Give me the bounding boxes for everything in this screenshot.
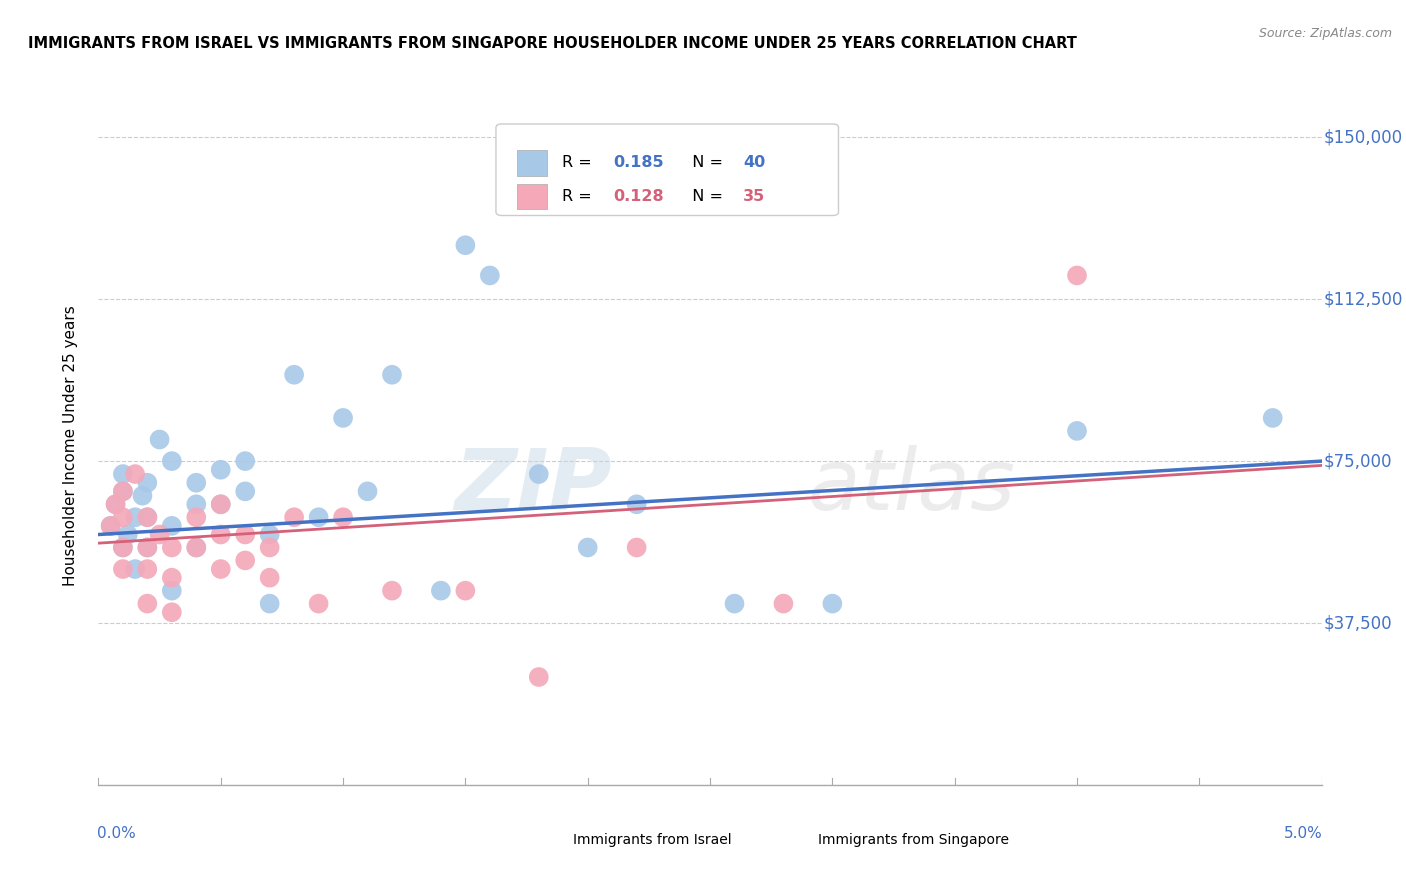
- Point: [111, 541, 134, 555]
- Point: [332, 411, 354, 425]
- Text: $150,000: $150,000: [1324, 128, 1403, 146]
- Point: [821, 597, 844, 611]
- Point: [149, 527, 172, 541]
- Point: [149, 433, 172, 447]
- Text: 5.0%: 5.0%: [1284, 826, 1323, 840]
- Point: [209, 497, 232, 511]
- Point: [186, 510, 208, 524]
- Point: [104, 497, 127, 511]
- Text: atlas: atlas: [808, 445, 1017, 528]
- Text: N =: N =: [682, 155, 728, 170]
- Point: [259, 571, 281, 585]
- Text: 40: 40: [742, 155, 765, 170]
- Point: [160, 583, 183, 598]
- Text: N =: N =: [682, 189, 728, 204]
- Point: [576, 541, 599, 555]
- Point: [1066, 424, 1088, 438]
- Point: [723, 597, 745, 611]
- Point: [124, 510, 146, 524]
- Point: [626, 497, 648, 511]
- Point: [136, 541, 159, 555]
- Point: [233, 454, 256, 468]
- Point: [381, 583, 404, 598]
- Point: [111, 467, 134, 481]
- FancyBboxPatch shape: [783, 834, 810, 855]
- Point: [186, 541, 208, 555]
- Point: [111, 510, 134, 524]
- Text: R =: R =: [562, 189, 598, 204]
- Text: 0.128: 0.128: [613, 189, 664, 204]
- Point: [124, 467, 146, 481]
- Point: [259, 527, 281, 541]
- Point: [186, 475, 208, 490]
- Point: [136, 562, 159, 576]
- Text: $112,500: $112,500: [1324, 290, 1403, 309]
- Point: [160, 605, 183, 619]
- Point: [136, 597, 159, 611]
- Point: [131, 489, 153, 503]
- FancyBboxPatch shape: [517, 184, 547, 210]
- Point: [209, 527, 232, 541]
- Point: [209, 562, 232, 576]
- Point: [381, 368, 404, 382]
- Point: [111, 541, 134, 555]
- Point: [478, 268, 501, 283]
- Text: $75,000: $75,000: [1324, 452, 1392, 470]
- Point: [283, 510, 305, 524]
- Text: 0.0%: 0.0%: [97, 826, 136, 840]
- Text: R =: R =: [562, 155, 598, 170]
- Point: [1066, 268, 1088, 283]
- Point: [233, 553, 256, 567]
- Point: [454, 238, 477, 252]
- FancyBboxPatch shape: [538, 834, 565, 855]
- Point: [1261, 411, 1284, 425]
- Point: [136, 475, 159, 490]
- Point: [186, 541, 208, 555]
- Text: 35: 35: [742, 189, 765, 204]
- Point: [259, 597, 281, 611]
- Point: [117, 527, 139, 541]
- Point: [308, 510, 330, 524]
- Point: [527, 670, 550, 684]
- Point: [111, 562, 134, 576]
- Point: [136, 510, 159, 524]
- Point: [772, 597, 794, 611]
- Point: [160, 454, 183, 468]
- Point: [111, 484, 134, 499]
- Text: ZIP: ZIP: [454, 445, 612, 528]
- Point: [233, 527, 256, 541]
- Text: Immigrants from Israel: Immigrants from Israel: [574, 833, 731, 847]
- Text: Immigrants from Singapore: Immigrants from Singapore: [818, 833, 1008, 847]
- Point: [430, 583, 453, 598]
- Text: IMMIGRANTS FROM ISRAEL VS IMMIGRANTS FROM SINGAPORE HOUSEHOLDER INCOME UNDER 25 : IMMIGRANTS FROM ISRAEL VS IMMIGRANTS FRO…: [28, 36, 1077, 51]
- Point: [100, 519, 122, 533]
- Text: $37,500: $37,500: [1324, 614, 1393, 632]
- Text: 0.185: 0.185: [613, 155, 664, 170]
- Point: [356, 484, 378, 499]
- Point: [111, 484, 134, 499]
- Y-axis label: Householder Income Under 25 years: Householder Income Under 25 years: [63, 306, 77, 586]
- Point: [160, 571, 183, 585]
- Point: [136, 541, 159, 555]
- Point: [160, 519, 183, 533]
- Point: [104, 497, 127, 511]
- Point: [124, 562, 146, 576]
- Point: [209, 463, 232, 477]
- Point: [332, 510, 354, 524]
- Point: [160, 541, 183, 555]
- Point: [100, 519, 122, 533]
- Point: [283, 368, 305, 382]
- Point: [209, 497, 232, 511]
- Point: [136, 510, 159, 524]
- Point: [454, 583, 477, 598]
- Point: [626, 541, 648, 555]
- Point: [308, 597, 330, 611]
- Point: [259, 541, 281, 555]
- Point: [527, 467, 550, 481]
- FancyBboxPatch shape: [517, 150, 547, 176]
- Point: [233, 484, 256, 499]
- FancyBboxPatch shape: [496, 124, 838, 216]
- Text: Source: ZipAtlas.com: Source: ZipAtlas.com: [1258, 27, 1392, 40]
- Point: [186, 497, 208, 511]
